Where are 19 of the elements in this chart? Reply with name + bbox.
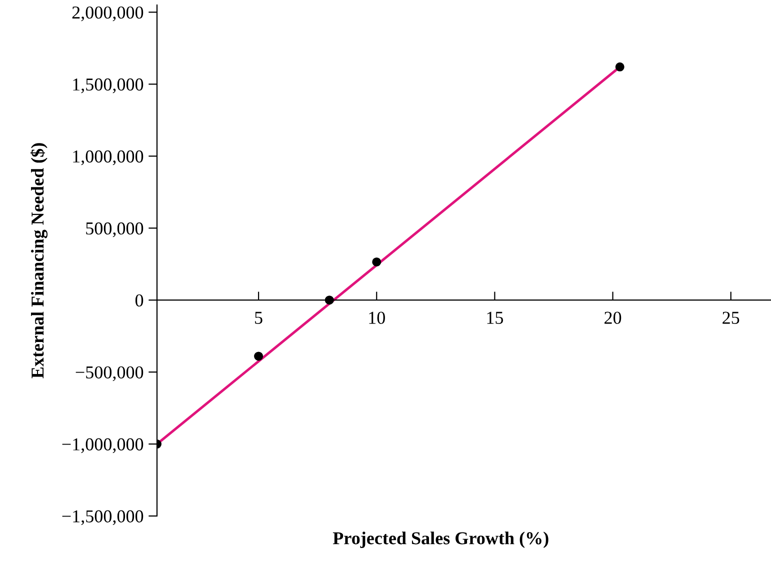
y-tick-label: −1,000,000 (62, 438, 144, 454)
y-axis-title: External Financing Needed ($) (30, 143, 48, 378)
y-tick-label: 2,000,000 (72, 6, 144, 22)
y-tick-label: −1,500,000 (62, 510, 144, 526)
y-tick-label: 1,000,000 (73, 150, 144, 166)
y-tick-label: −500,000 (76, 366, 144, 382)
y-tick-label: 1,500,000 (73, 78, 144, 94)
x-tick-label: 25 (722, 312, 740, 324)
point (254, 352, 264, 361)
x-tick-label: 15 (487, 312, 504, 324)
x-tick-label: 20 (604, 312, 622, 324)
y-tick-label: 0 (135, 294, 144, 307)
point (372, 257, 382, 266)
point (615, 62, 624, 72)
y-tick-label: 500,000 (86, 222, 144, 238)
x-tick-label: 5 (255, 312, 262, 324)
x-axis-title: Projected Sales Growth (%) (332, 532, 548, 548)
x-tick-label: 10 (369, 312, 385, 324)
point (324, 296, 334, 305)
